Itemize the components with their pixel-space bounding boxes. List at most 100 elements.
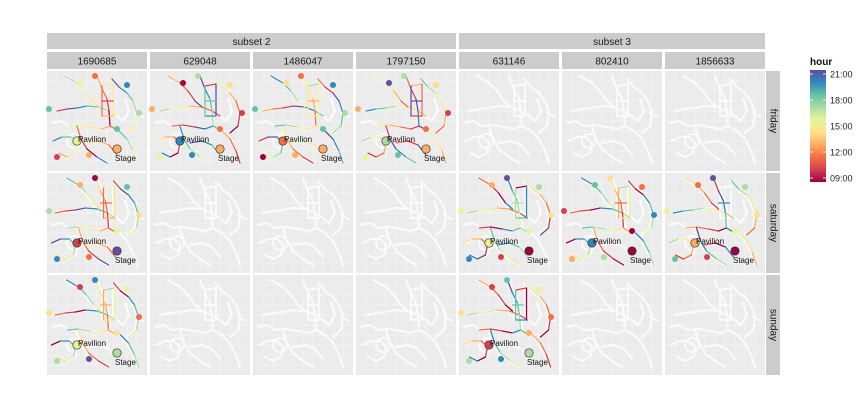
row-strip — [766, 71, 780, 171]
visit-point — [342, 110, 348, 116]
map-path — [668, 221, 689, 230]
facet-panel — [150, 173, 250, 273]
route-segment — [92, 202, 102, 210]
route-segment — [477, 177, 492, 186]
pavilion-marker — [72, 136, 82, 146]
map-path — [178, 226, 212, 267]
route-segment — [724, 212, 728, 229]
visit-point — [363, 154, 369, 160]
route-segment — [393, 90, 402, 102]
route-segment — [441, 100, 447, 114]
visit-point — [136, 212, 142, 218]
route-segment — [405, 156, 417, 164]
route-segment — [229, 138, 237, 152]
column-strip — [253, 52, 353, 69]
column-label: 1856633 — [696, 57, 735, 68]
route-segment — [514, 185, 528, 189]
map-path — [751, 111, 763, 119]
map-path — [718, 286, 733, 322]
facet-panel: Pavilion Stage — [561, 173, 662, 273]
route-segment — [531, 290, 542, 298]
route-segment — [314, 110, 317, 127]
map-path — [220, 231, 242, 267]
map-path — [475, 278, 513, 313]
route-segment — [489, 226, 504, 230]
route-segment — [274, 124, 287, 127]
map-path — [166, 278, 204, 313]
map-path — [360, 339, 388, 363]
visit-point — [330, 82, 336, 88]
route-segment — [102, 287, 116, 291]
visit-point — [124, 184, 130, 190]
map-path — [590, 328, 624, 369]
stage-marker — [112, 348, 122, 358]
map-path — [218, 97, 234, 123]
route-segment — [501, 330, 514, 334]
route-segment — [96, 242, 109, 248]
route-segment — [99, 329, 110, 334]
route-segment — [539, 296, 548, 306]
map-path — [203, 184, 218, 220]
stage-marker — [524, 348, 534, 358]
route-segment — [668, 238, 680, 244]
map-path — [376, 225, 430, 235]
map-path — [728, 77, 757, 135]
map-path — [153, 119, 174, 128]
row-label: sunday — [768, 309, 779, 341]
map-path — [529, 333, 551, 369]
route-segment — [509, 360, 522, 368]
route-segment — [189, 140, 203, 144]
pavilion-label: Pavilion — [490, 339, 518, 348]
route-segment — [56, 254, 67, 260]
visit-point — [298, 73, 304, 79]
route-segment — [235, 150, 241, 164]
route-segment — [54, 210, 67, 214]
route-segment — [511, 329, 522, 334]
pavilion-label: Pavilion — [78, 135, 106, 144]
visit-point — [536, 286, 542, 292]
visit-point — [386, 80, 392, 86]
route-segment — [707, 228, 720, 232]
route-segment — [496, 309, 511, 312]
column-strip — [356, 52, 456, 69]
map-path — [321, 97, 337, 123]
route-segment — [407, 140, 419, 146]
route-segment — [441, 150, 447, 164]
route-segment — [705, 250, 718, 260]
map-path — [409, 286, 424, 322]
route-segment — [199, 75, 206, 90]
map-path — [703, 139, 737, 157]
route-segment — [155, 136, 166, 142]
route-segment — [612, 258, 625, 266]
map-path — [442, 315, 454, 323]
route-segment — [730, 180, 740, 190]
route-segment — [462, 238, 474, 244]
route-segment — [171, 124, 184, 127]
stage-marker — [627, 246, 637, 256]
route-segment — [581, 226, 595, 229]
visit-point — [320, 126, 326, 132]
map-path — [684, 133, 700, 149]
visit-point — [695, 182, 701, 188]
route-segment — [201, 140, 213, 146]
route-segment — [77, 227, 84, 242]
route-segment — [486, 309, 499, 313]
map-path — [269, 278, 307, 313]
route-segment — [292, 105, 306, 108]
map-path — [424, 199, 440, 225]
stage-label: Stage — [115, 358, 136, 367]
route-segment — [745, 240, 754, 254]
map-path — [213, 281, 242, 339]
route-segment — [96, 310, 109, 316]
route-segment — [504, 304, 514, 312]
route-segment — [91, 100, 100, 108]
map-path — [685, 123, 739, 133]
route-segment — [187, 90, 196, 102]
column-strip — [562, 52, 662, 69]
map-path — [718, 184, 733, 220]
route-segment — [332, 92, 340, 102]
map-path — [359, 119, 380, 128]
route-segment — [101, 125, 111, 130]
visit-point — [651, 212, 657, 218]
route-segment — [745, 227, 756, 236]
